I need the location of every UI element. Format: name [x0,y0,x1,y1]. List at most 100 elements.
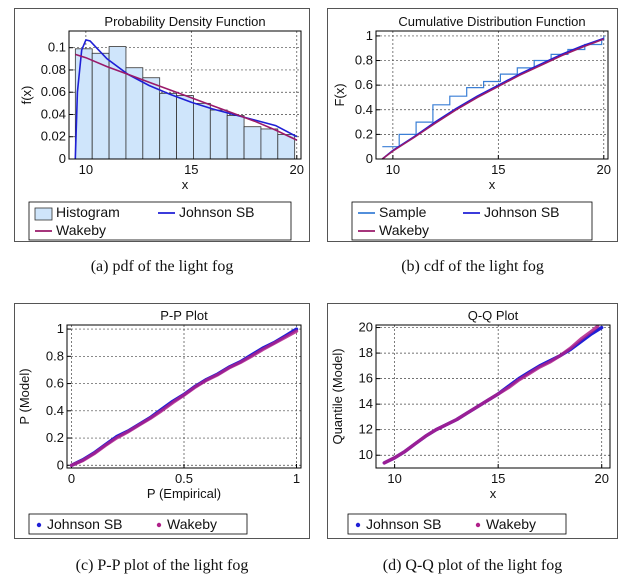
y-tick-label: 1 [366,28,373,43]
y-tick-label: 0.1 [48,40,66,55]
legend-label: Wakeby [486,516,536,532]
y-tick-label: 10 [359,447,373,462]
pdf-chart-panel: Probability Density Function 10 15 20 0 0.02 0… [14,8,310,242]
x-tick-label: 10 [387,471,401,486]
histogram-bar [260,128,279,160]
series-markers-wakeby [382,324,600,465]
plot-area-border [66,324,302,469]
legend-swatch-dot [475,522,481,528]
pp-caption: (c) P-P plot of the light fog [75,557,249,574]
x-tick-label: 20 [597,162,611,177]
y-axis-label: f(x) [19,86,34,105]
legend-swatch-dot [156,522,162,528]
x-tick-label: 10 [79,162,93,177]
qq-caption: (d) Q-Q plot of the light fog [382,557,563,574]
series-line-sample [382,35,605,148]
histogram-bar [226,115,245,160]
qq-chart-panel: Q-Q Plot 10 15 20 10 12 14 16 18 20 x Quantile (Mod… [327,303,618,539]
x-tick-label: 20 [290,162,304,177]
y-tick-label: 0 [366,151,373,166]
y-tick-label: 0.8 [46,348,64,363]
y-tick-label: 0.04 [41,106,66,121]
histogram-bar [176,95,194,160]
y-axis-label: Quantile (Model) [330,348,345,444]
legend-swatch-dot [36,522,42,528]
y-tick-label: 0.4 [355,102,373,117]
cdf-caption: (b) cdf of the light fog [401,258,544,275]
histogram-bar [142,77,161,160]
x-tick-label: 1 [293,471,300,486]
histogram-bar [243,126,262,160]
plot-area-border [68,30,302,160]
y-tick-label: 0.06 [41,84,66,99]
series-line-johnson-sb [381,37,605,160]
x-tick-label: 20 [594,471,608,486]
plot-area-border [375,324,611,469]
y-tick-label: 18 [359,345,373,360]
y-tick-label: 20 [359,320,373,335]
y-tick-label: 0 [57,457,64,472]
legend-label: Wakeby [56,222,106,238]
x-tick-label: 15 [491,162,505,177]
series-line-wakeby [381,38,605,160]
y-tick-label: 16 [359,371,373,386]
legend-box [351,201,593,241]
pdf-chart: Probability Density Function 10 15 20 0 0.02 0… [19,14,304,241]
pdf-caption: (a) pdf of the light fog [90,258,234,275]
y-tick-label: 0.6 [355,77,373,92]
x-axis-label: P (Empirical) [147,486,221,501]
legend-swatch-dot [355,522,361,528]
x-tick-label: 15 [184,162,198,177]
series-line-wakeby [75,53,298,141]
histogram-bar [74,48,93,160]
legend-label: Wakeby [379,222,429,238]
x-axis-label: x [490,486,497,501]
chart-title: P-P Plot [160,308,208,323]
chart-title: Q-Q Plot [468,308,519,323]
y-tick-label: 0.2 [46,430,64,445]
x-axis-label: x [182,177,189,192]
y-axis-label: F(x) [332,83,347,106]
histogram-bar [91,52,110,160]
legend-label: Wakeby [167,516,217,532]
x-tick-label: 10 [386,162,400,177]
cdf-chart: Cumulative Distribution Function 10 15 20 0 0… [332,14,611,241]
legend-swatch-histogram [34,207,53,221]
cdf-chart-panel: Cumulative Distribution Function 10 15 20 0 0… [327,8,618,242]
histogram-bar [159,92,177,160]
y-axis-label: P (Model) [17,368,32,424]
y-tick-label: 12 [359,422,373,437]
x-tick-label: 0 [68,471,75,486]
legend-box [28,201,292,241]
qq-plot: Q-Q Plot 10 15 20 10 12 14 16 18 20 x Quantile (Mod… [330,308,611,535]
y-tick-label: 0.8 [355,53,373,68]
legend-label: Sample [379,204,427,220]
legend-label: Johnson SB [179,204,255,220]
x-axis-label: x [489,177,496,192]
y-tick-label: 14 [359,396,373,411]
x-tick-label: 0.5 [175,471,193,486]
legend-box [347,513,567,535]
y-tick-label: 0.02 [41,129,66,144]
legend-label: Johnson SB [366,516,442,532]
legend-label: Histogram [56,204,120,220]
y-tick-label: 0.08 [41,62,66,77]
chart-title: Probability Density Function [104,14,265,29]
pp-plot: P-P Plot 0 0.5 1 0 0.2 0.4 0.6 0.8 1 P (Empirical)… [17,308,302,535]
y-tick-label: 1 [57,321,64,336]
histogram-bar [108,46,127,160]
plot-area-border [375,30,609,160]
legend-label: Johnson SB [47,516,123,532]
x-tick-label: 15 [491,471,505,486]
histogram-bar [193,102,211,160]
series-markers-wakeby [69,329,299,467]
legend-box [28,513,248,535]
y-tick-label: 0.6 [46,376,64,391]
histogram-bar [209,109,228,160]
y-tick-label: 0.4 [46,403,64,418]
legend-label: Johnson SB [484,204,560,220]
chart-title: Cumulative Distribution Function [398,14,585,29]
y-tick-label: 0.2 [355,126,373,141]
pp-chart-panel: P-P Plot 0 0.5 1 0 0.2 0.4 0.6 0.8 1 P (Empirical)… [14,303,310,539]
y-tick-label: 0 [59,151,66,166]
